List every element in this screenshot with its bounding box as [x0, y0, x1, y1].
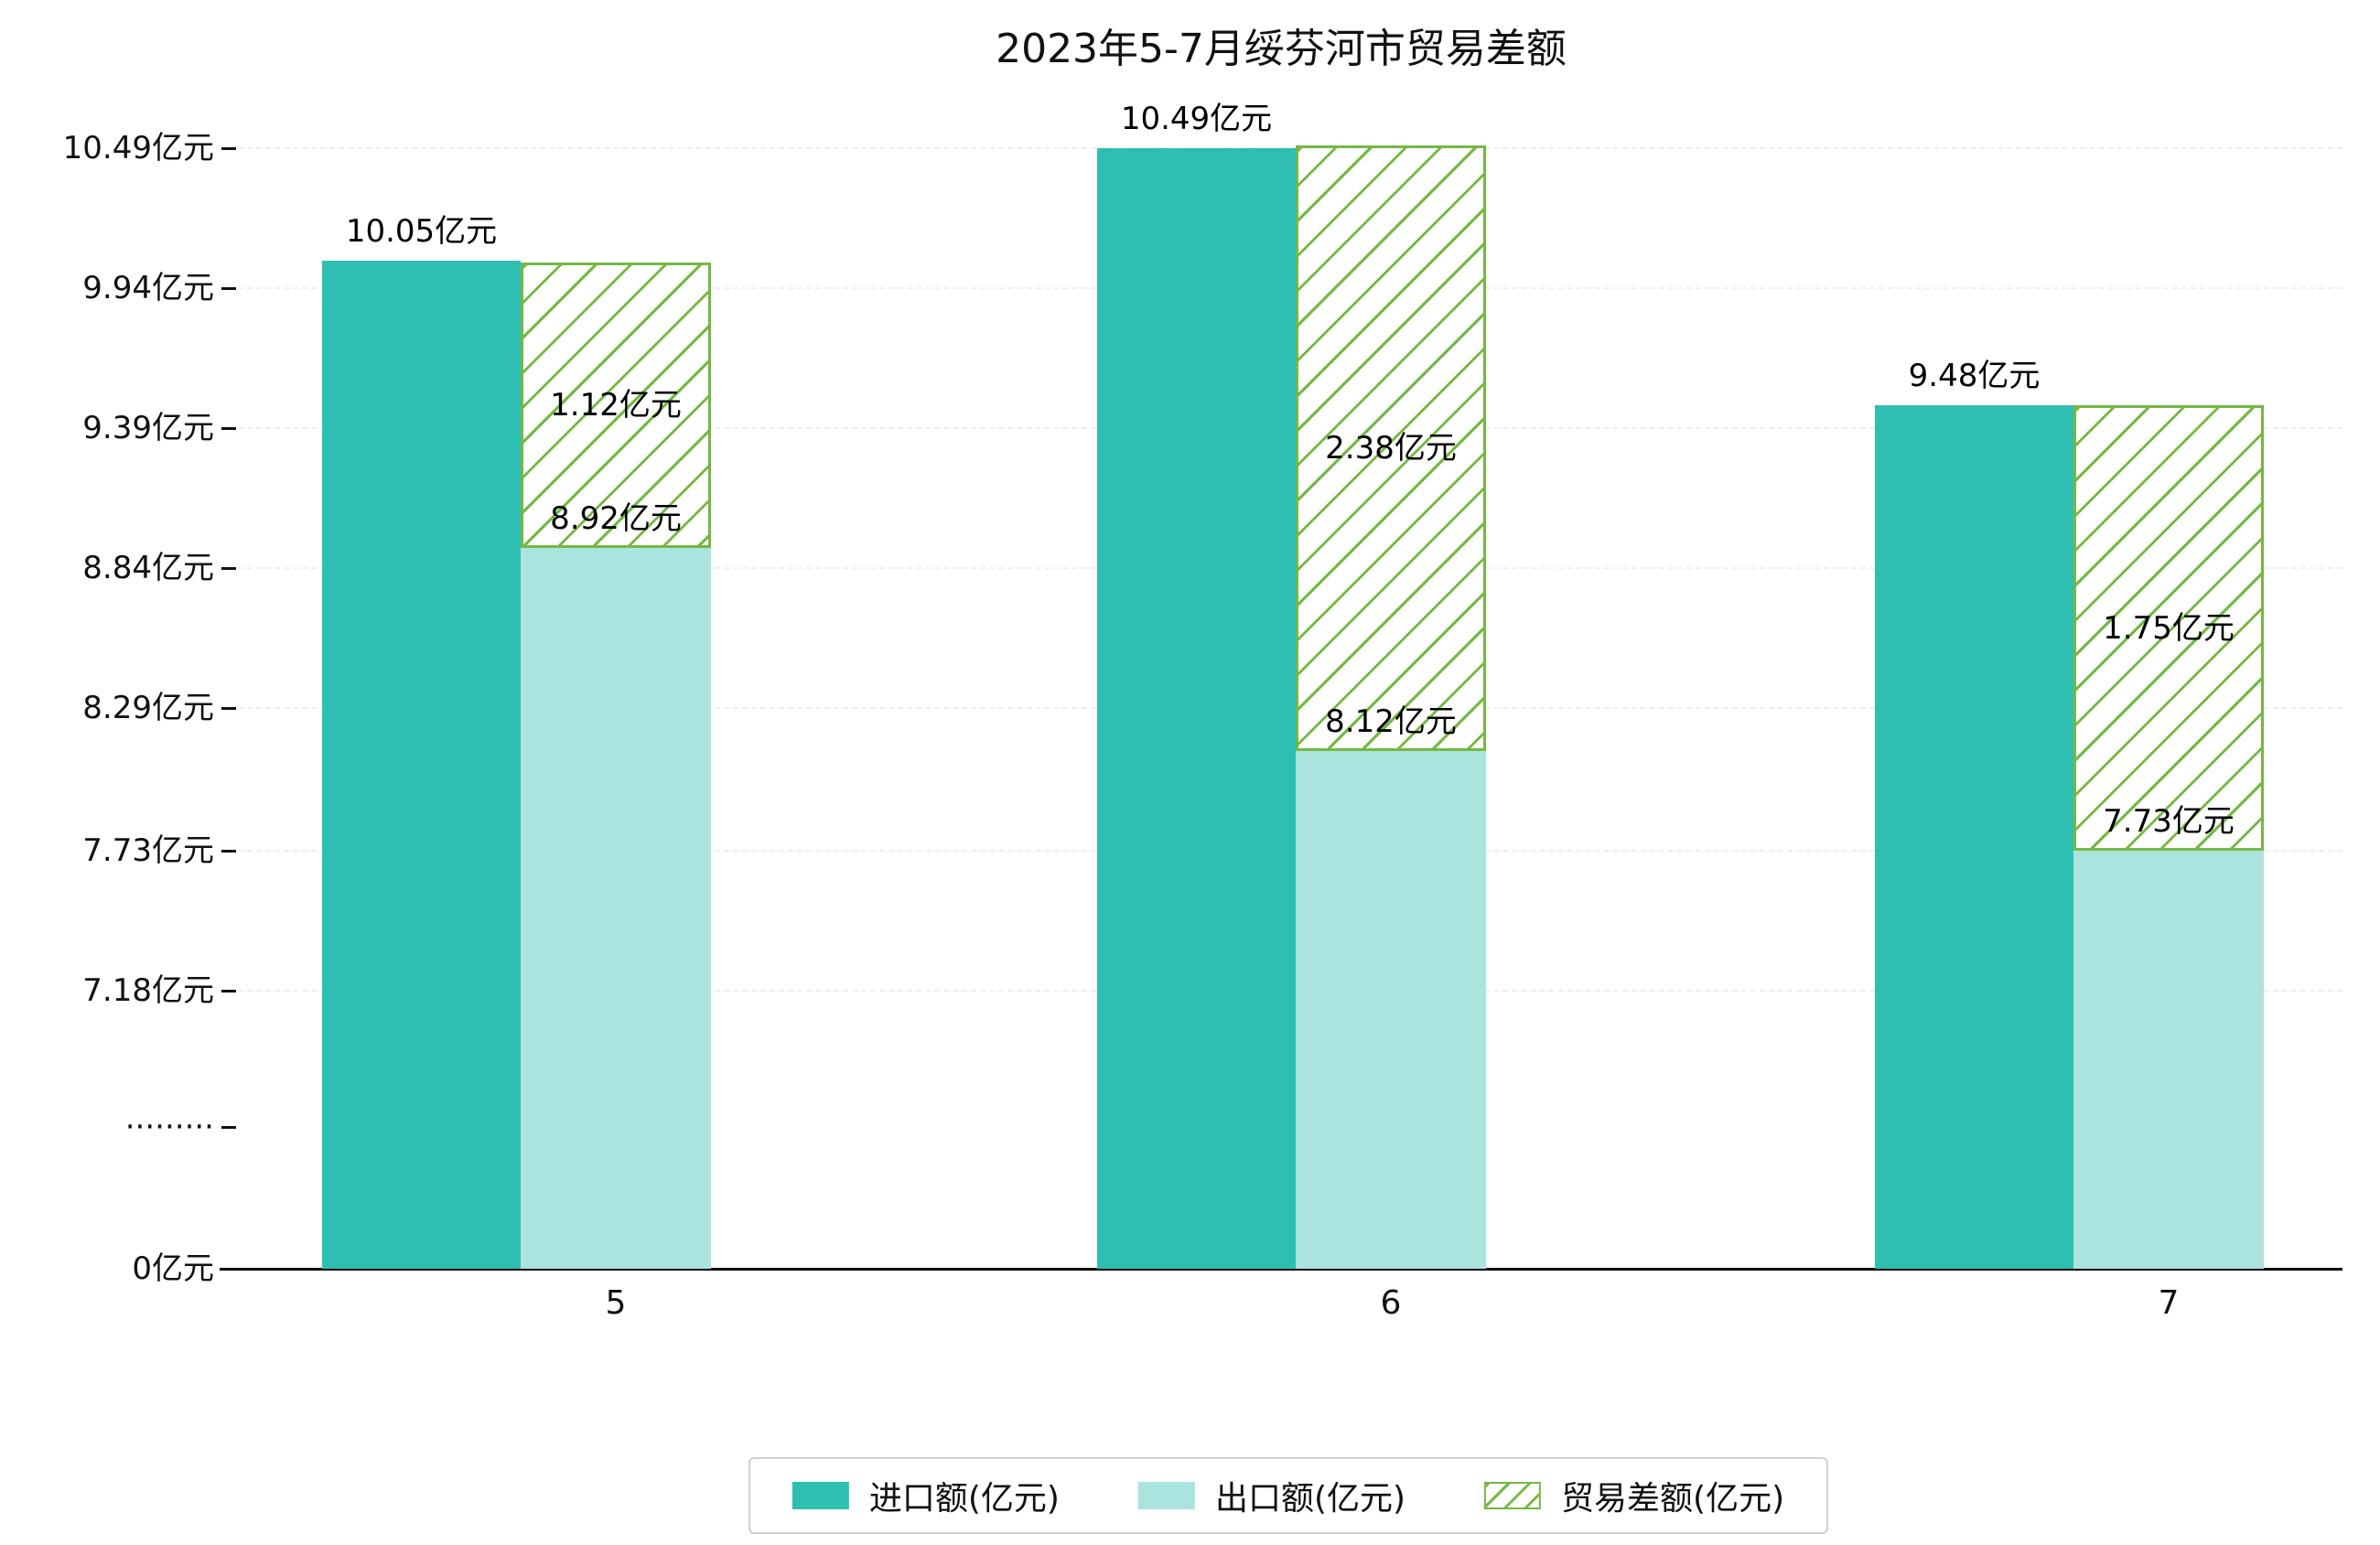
legend: 进口额(亿元) 出口额(亿元) 贸易差额(亿元)	[748, 1457, 1829, 1534]
y-tick-mark	[221, 707, 236, 710]
import-bar	[1097, 148, 1296, 1269]
legend-entry-trade-balance: 贸易差额(亿元)	[1484, 1472, 1784, 1519]
trade-balance-bar	[2073, 405, 2264, 851]
legend-swatch-trade-balance	[1484, 1482, 1542, 1509]
y-tick-mark	[221, 427, 236, 430]
legend-swatch-import	[792, 1482, 849, 1509]
legend-label-import: 进口额(亿元)	[868, 1480, 1060, 1518]
x-tick-label: 7	[2158, 1284, 2180, 1322]
legend-swatch-export	[1137, 1482, 1195, 1509]
y-tick-mark	[221, 287, 236, 290]
export-bar	[521, 548, 711, 1269]
y-tick-label: ·········	[124, 1109, 214, 1145]
export-value-label: 7.73亿元	[2103, 803, 2235, 840]
y-tick-label: 10.49亿元	[62, 130, 214, 166]
y-tick-mark	[221, 147, 236, 150]
chart-title: 2023年5-7月绥芬河市贸易差额	[996, 26, 1567, 72]
import-value-label: 9.48亿元	[1908, 358, 2041, 394]
legend-entry-export: 出口额(亿元)	[1137, 1472, 1406, 1519]
export-value-label: 8.12亿元	[1325, 703, 1457, 740]
y-tick-label: 7.18亿元	[82, 972, 214, 1009]
y-tick-label: 7.73亿元	[82, 832, 214, 869]
import-bar	[322, 261, 521, 1269]
y-tick-label: 9.39亿元	[82, 410, 214, 446]
y-tick-label: 8.84亿元	[82, 550, 214, 586]
y-tick-label: 8.29亿元	[82, 690, 214, 726]
trade-balance-value-label: 2.38亿元	[1325, 430, 1457, 467]
export-bar	[1296, 751, 1486, 1269]
legend-label-export: 出口额(亿元)	[1214, 1480, 1406, 1518]
y-tick-label: 9.94亿元	[82, 270, 214, 306]
y-tick-mark	[221, 990, 236, 992]
trade-balance-bar	[1296, 145, 1486, 751]
y-tick-mark	[221, 850, 236, 853]
trade-balance-bar	[521, 263, 711, 548]
x-tick-label: 5	[605, 1284, 627, 1322]
export-bar	[2073, 851, 2264, 1269]
trade-balance-value-label: 1.12亿元	[550, 387, 682, 424]
import-value-label: 10.49亿元	[1120, 101, 1273, 137]
y-tick-mark	[221, 1126, 236, 1129]
legend-entry-import: 进口额(亿元)	[792, 1472, 1060, 1519]
x-axis-line	[220, 1268, 2342, 1271]
import-value-label: 10.05亿元	[345, 213, 498, 250]
x-tick-label: 6	[1380, 1284, 1402, 1322]
export-value-label: 8.92亿元	[550, 500, 682, 537]
trade-balance-value-label: 1.75亿元	[2103, 610, 2235, 647]
legend-label-trade-balance: 贸易差额(亿元)	[1561, 1480, 1785, 1518]
y-tick-label: 0亿元	[132, 1250, 214, 1287]
import-bar	[1875, 405, 2073, 1269]
y-tick-mark	[221, 567, 236, 570]
